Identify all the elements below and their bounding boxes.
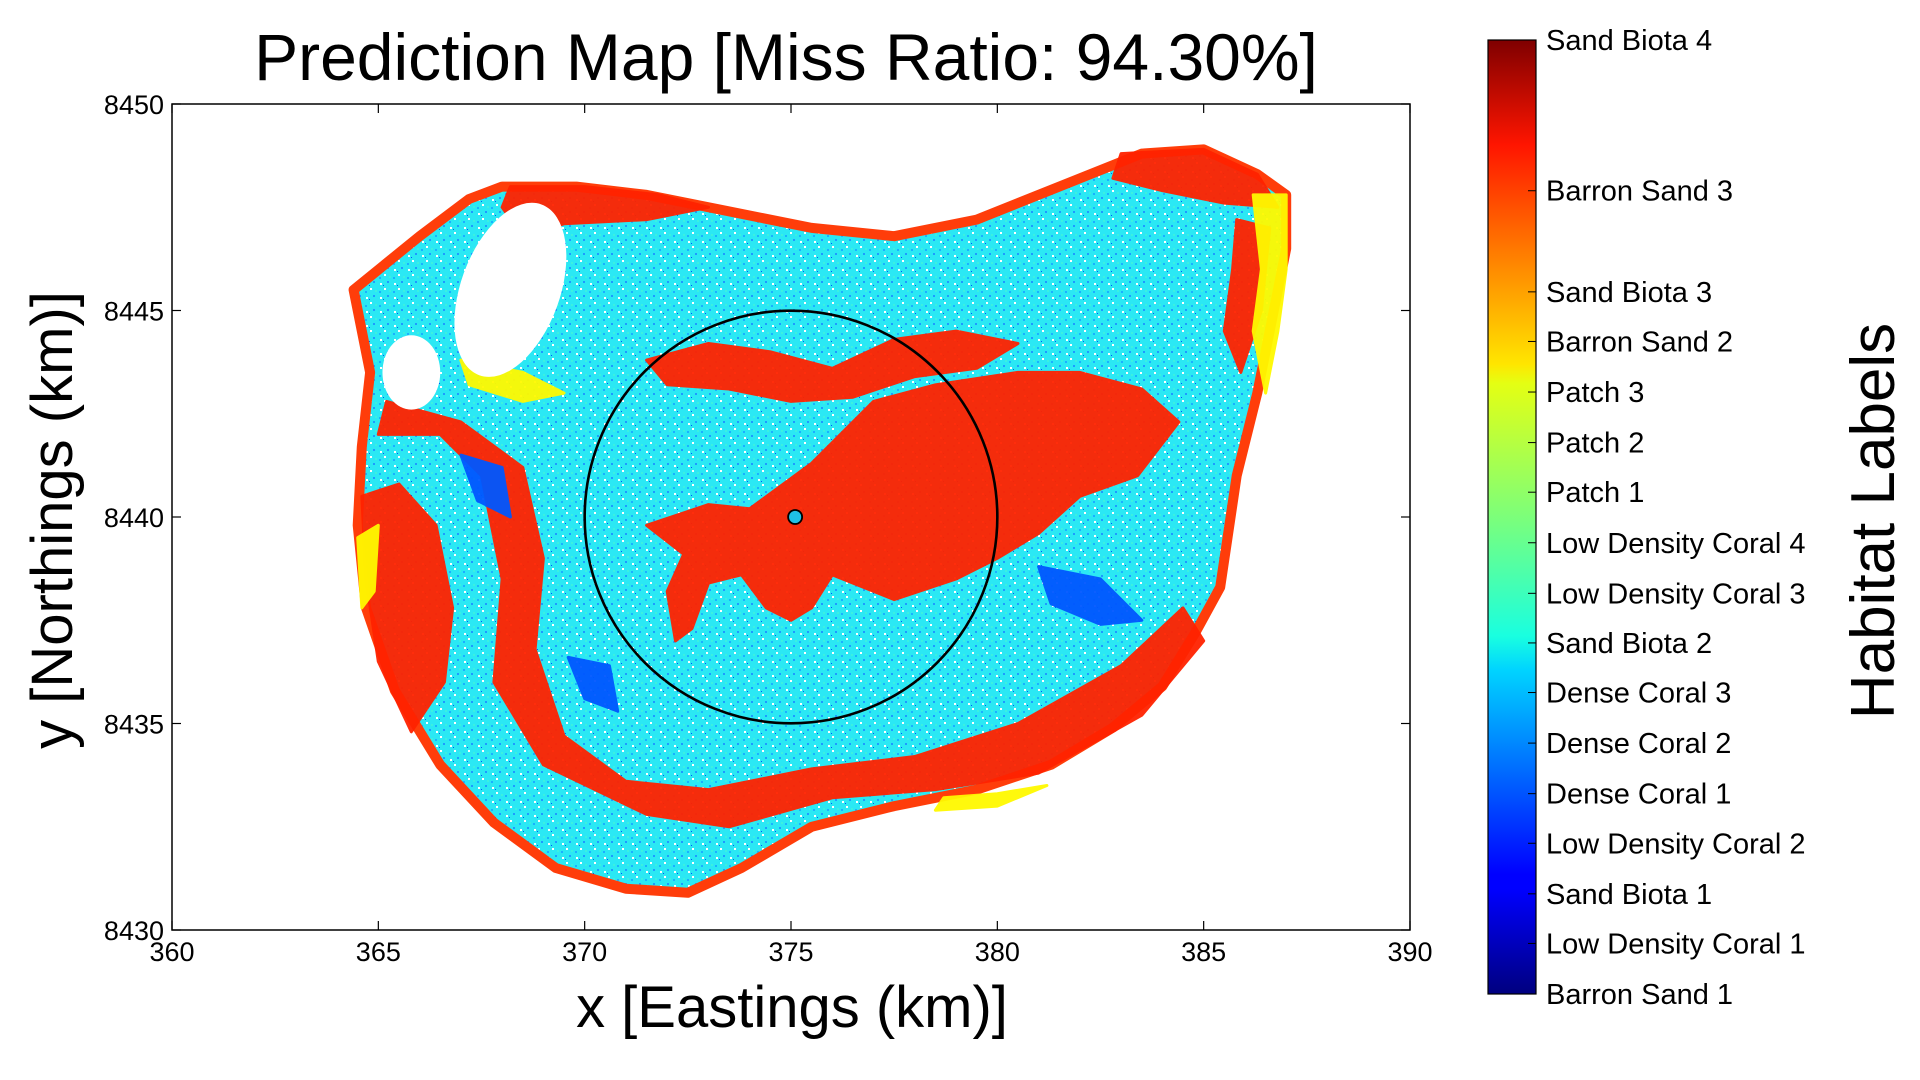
gap-region: [382, 335, 441, 410]
colorbar-tick-label: Dense Coral 3: [1546, 678, 1731, 710]
colorbar-tick-label: Patch 3: [1546, 377, 1644, 409]
colorbar-tick-label: Low Density Coral 1: [1546, 928, 1806, 960]
y-tick-label: 8435: [104, 710, 164, 740]
colorbar-labels: Barron Sand 1 Low Density Coral 1 Sand Bio…: [1528, 25, 1806, 1011]
plot-area: [348, 144, 1292, 898]
x-axis-label: x [Eastings (km)]: [576, 975, 1008, 1040]
colorbar-tick-label: Sand Biota 1: [1546, 879, 1712, 911]
y-axis-label: y [Northings (km)]: [20, 291, 85, 749]
colorbar-tick-label: Dense Coral 2: [1546, 728, 1731, 760]
habitat-patch: [360, 482, 455, 734]
colorbar-gradient: [1487, 39, 1537, 995]
colorbar-tick-label: Sand Biota 2: [1546, 628, 1712, 660]
habitat-patch: [933, 784, 1049, 812]
colorbar: Barron Sand 1 Low Density Coral 1 Sand Bio…: [1487, 25, 1806, 1011]
habitat-patch: [1037, 565, 1144, 626]
x-tick-label: 385: [1181, 937, 1226, 967]
colorbar-tick-label: Low Density Coral 2: [1546, 828, 1806, 860]
x-tick-label: 360: [149, 937, 194, 967]
y-tick-label: 8430: [104, 916, 164, 946]
gap-region: [454, 202, 567, 377]
chart-title: Prediction Map [Miss Ratio: 94.30%]: [254, 20, 1318, 94]
x-tick-label: 370: [562, 937, 607, 967]
y-tick-label: 8450: [104, 90, 164, 120]
sampling-radius-circle: [583, 309, 999, 725]
colorbar-title: Habitat Labels: [1839, 323, 1908, 719]
habitat-patch: [1251, 193, 1288, 395]
y-tick-label: 8440: [104, 503, 164, 533]
annotation-layer: [583, 309, 999, 725]
habitat-patch: [376, 399, 1206, 829]
habitat-patch: [566, 655, 620, 713]
y-axis: 8430 8435 8440 8445 8450: [104, 90, 1410, 946]
habitat-patch: [356, 523, 380, 610]
colorbar-tick-label: Sand Biota 3: [1546, 277, 1712, 309]
x-tick-label: 375: [768, 937, 813, 967]
colorbar-tick-label: Low Density Coral 4: [1546, 528, 1806, 560]
colorbar-tick-label: Sand Biota 4: [1546, 25, 1712, 57]
x-tick-label: 380: [975, 937, 1020, 967]
colorbar-tick-label: Dense Coral 1: [1546, 779, 1731, 811]
colorbar-tick-label: Barron Sand 3: [1546, 176, 1733, 208]
x-tick-label: 390: [1387, 937, 1432, 967]
hole-layer: [382, 202, 567, 410]
x-axis: 360 365 370 375 380 385 390: [149, 104, 1433, 967]
habitat-patch: [1111, 147, 1280, 209]
colorbar-tick-label: Patch 1: [1546, 477, 1644, 509]
x-tick-label: 365: [356, 937, 401, 967]
habitat-patch: [645, 370, 1181, 643]
habitat-patch: [459, 453, 512, 519]
colorbar-tick-label: Barron Sand 2: [1546, 326, 1733, 358]
colorbar-tick-label: Patch 2: [1546, 428, 1644, 460]
y-tick-label: 8445: [104, 297, 164, 327]
habitat-patch: [645, 329, 1020, 403]
colorbar-tick-label: Barron Sand 1: [1546, 979, 1733, 1011]
colorbar-tick-label: Low Density Coral 3: [1546, 578, 1806, 610]
current-location-marker: [787, 509, 804, 525]
